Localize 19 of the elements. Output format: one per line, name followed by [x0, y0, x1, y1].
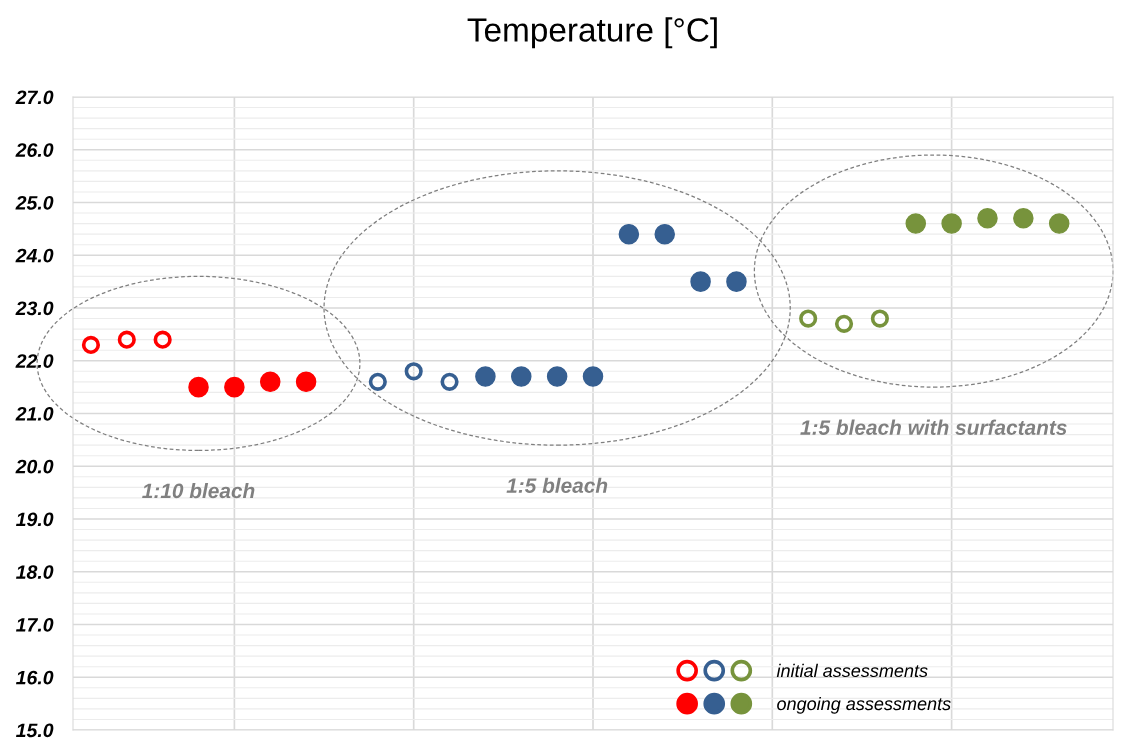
y-tick-label: 24.0	[15, 248, 54, 263]
y-tick-label: 16.0	[16, 670, 54, 685]
y-tick-label: 23.0	[15, 301, 54, 316]
y-tick-label: 21.0	[15, 406, 54, 421]
y-tick-label: 22.0	[15, 354, 54, 368]
y-tick-label: 25.0	[15, 195, 54, 210]
y-tick-label: 20.0	[15, 459, 54, 474]
annotation: 1:10 bleach	[142, 482, 255, 499]
legend-label: ongoing assessments	[777, 696, 951, 714]
y-tick-label: 26.0	[15, 143, 54, 157]
chart-title: Temperature [°C]	[467, 17, 717, 49]
legend-label: initial assessments	[776, 663, 928, 678]
y-tick-label: 18.0	[16, 565, 54, 579]
y-tick-label: 27.0	[15, 90, 54, 105]
annotation: 1:5 bleach	[506, 477, 608, 493]
annotation: 1:5 bleach with surfactants	[800, 419, 1067, 435]
y-tick-label: 17.0	[16, 617, 54, 632]
y-tick-label: 15.0	[16, 723, 54, 738]
y-tick-label: 19.0	[16, 512, 54, 527]
